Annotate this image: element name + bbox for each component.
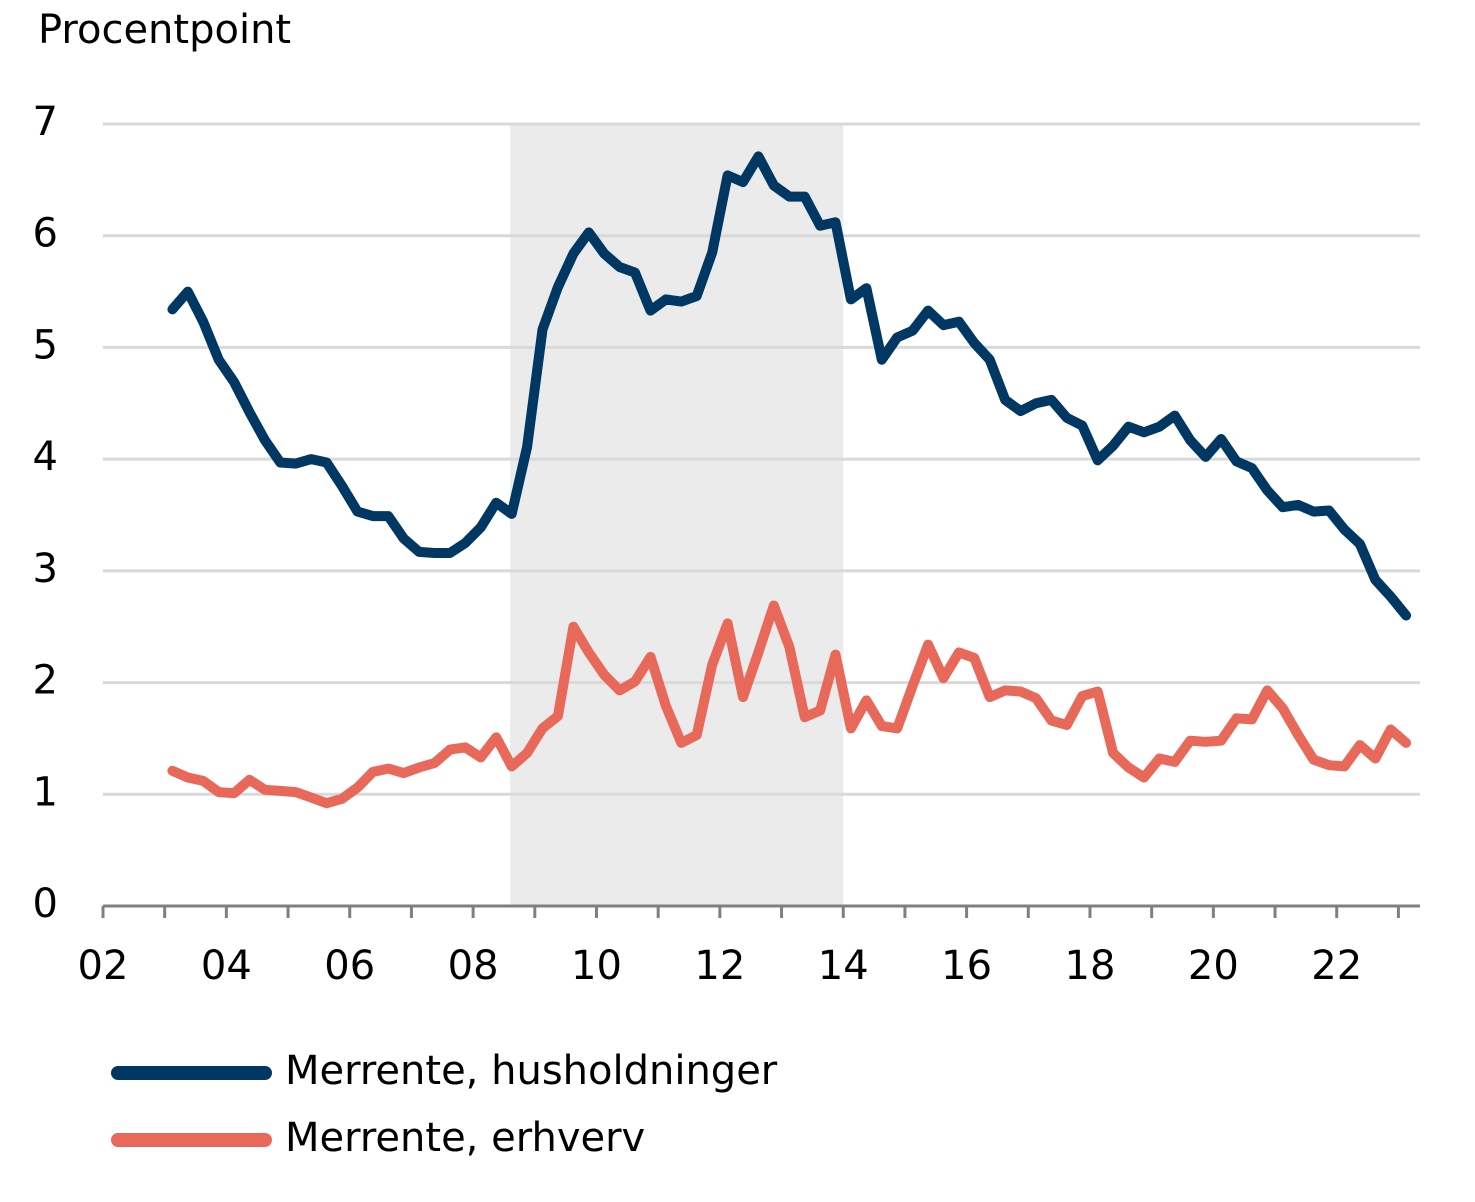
legend-label: Merrente, husholdninger	[285, 1048, 778, 1094]
x-tick-label: 18	[1065, 943, 1116, 989]
x-tick-label: 16	[941, 943, 992, 989]
x-tick-label: 10	[571, 943, 622, 989]
line-series	[167, 600, 1412, 809]
y-axis-label: Procentpoint	[38, 7, 291, 53]
x-tick-label: 06	[324, 943, 375, 989]
y-tick-label: 4	[33, 434, 58, 480]
y-tick-label: 1	[33, 769, 58, 815]
line-series	[167, 151, 1412, 621]
x-tick-label: 22	[1311, 943, 1362, 989]
x-tick-label: 12	[694, 943, 745, 989]
y-tick-label: 6	[33, 211, 58, 257]
y-tick-label: 5	[33, 322, 58, 368]
y-tick-label: 7	[33, 99, 58, 145]
x-tick-label: 04	[201, 943, 252, 989]
x-tick-label: 14	[818, 943, 869, 989]
shaded-period	[510, 124, 844, 906]
legend-label: Merrente, erhverv	[285, 1115, 645, 1161]
x-tick-label: 08	[448, 943, 499, 989]
y-tick-label: 2	[33, 658, 58, 704]
x-tick-label: 20	[1188, 943, 1239, 989]
y-tick-label: 3	[33, 546, 58, 592]
x-tick-label: 02	[78, 943, 129, 989]
y-tick-label: 0	[33, 881, 58, 927]
